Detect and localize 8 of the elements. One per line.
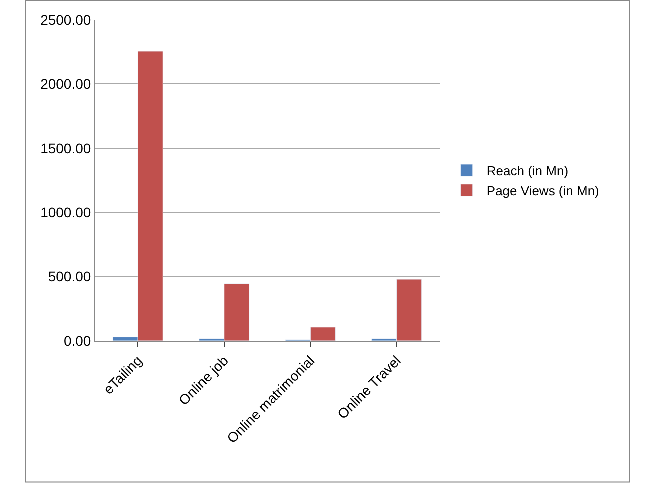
y-tick-label: 1000.00 [40, 204, 92, 220]
y-tick-label: 2000.00 [40, 76, 92, 92]
y-tick-label: 1500.00 [40, 140, 92, 156]
y-tick-label: 2500.00 [40, 12, 92, 28]
y-tick-label: 0.00 [64, 332, 92, 349]
y-tick-label: 500.00 [48, 268, 92, 285]
legend-label: Reach (in Mn) [486, 164, 569, 179]
legend-label: Page Views (in Mn) [486, 183, 600, 198]
